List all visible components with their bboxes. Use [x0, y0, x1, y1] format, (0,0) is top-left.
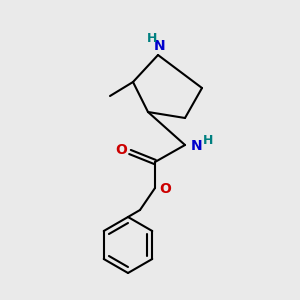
Text: H: H [203, 134, 213, 146]
Text: H: H [147, 32, 157, 46]
Text: N: N [154, 39, 166, 53]
Text: N: N [191, 139, 203, 153]
Text: O: O [159, 182, 171, 196]
Text: O: O [115, 143, 127, 157]
